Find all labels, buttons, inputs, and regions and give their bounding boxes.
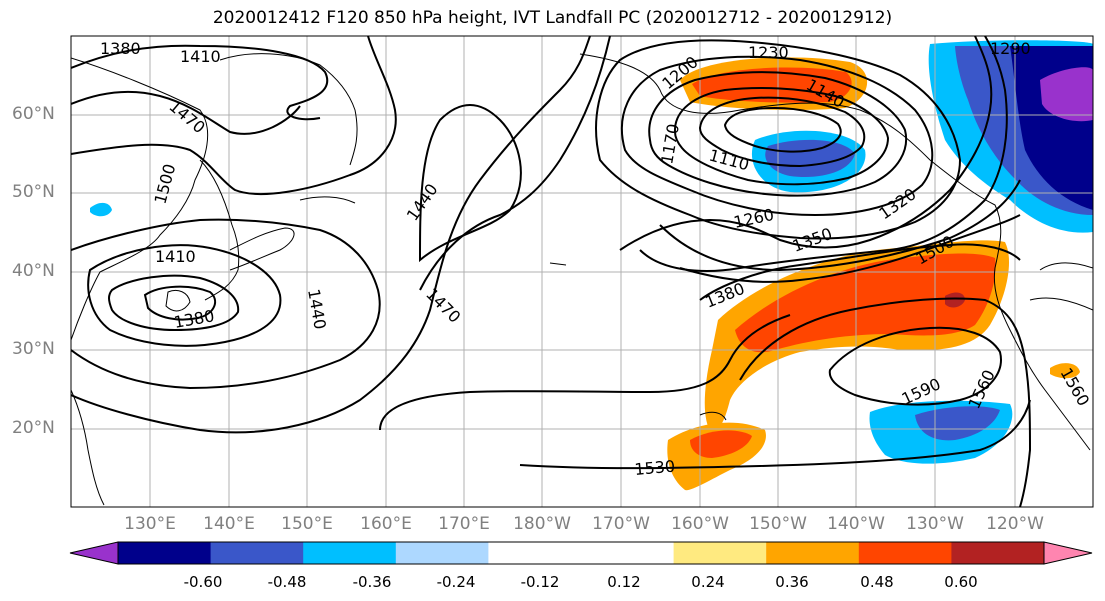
lat-label: 50°N: [12, 182, 55, 202]
colorbar: [69, 541, 1093, 565]
map-title: 2020012412 F120 850 hPa height, IVT Land…: [212, 8, 893, 28]
lon-label: 150°W: [749, 514, 807, 534]
contour-label: 1410: [155, 247, 196, 266]
colorbar-arrow-high: [1043, 541, 1093, 565]
colorbar-segment: [395, 542, 489, 564]
lon-label: 140°W: [827, 514, 885, 534]
contour-label: 1170: [657, 122, 683, 165]
colorbar-segment: [118, 542, 212, 564]
colorbar-tick-label: -0.60: [183, 573, 223, 591]
contour-label: 1350: [790, 224, 835, 256]
colorbar-segment: [210, 542, 304, 564]
lat-label: 30°N: [12, 339, 55, 359]
colorbar-tick-label: -0.48: [267, 573, 307, 591]
lon-label: 140°E: [203, 514, 255, 534]
colorbar-segment: [673, 542, 767, 564]
lat-label: 20°N: [12, 418, 55, 438]
lon-label: 170°E: [438, 514, 490, 534]
graticule: [71, 36, 1093, 507]
colorbar-tick-label: 0.24: [691, 573, 725, 591]
colorbar-tick-label: 0.12: [607, 573, 641, 591]
contour-label: 1290: [990, 39, 1031, 58]
colorbar-segment: [581, 542, 675, 564]
contour-label: 1320: [875, 184, 919, 223]
colorbar-tick-label: -0.12: [520, 573, 560, 591]
lat-label: 60°N: [12, 104, 55, 124]
lon-label: 160°W: [671, 514, 729, 534]
contour-label: 1110: [707, 146, 751, 175]
contour-label: 1230: [748, 43, 789, 62]
lon-label: 130°E: [124, 514, 176, 534]
contour-label: 1470: [165, 97, 208, 138]
lon-label: 120°W: [986, 514, 1044, 534]
map-frame: [70, 35, 1094, 508]
colorbar-tick-label: 0.60: [944, 573, 978, 591]
contour-label: 1500: [151, 162, 180, 206]
coastlines: [71, 53, 1093, 506]
colorbar-segment: [488, 542, 582, 564]
height-contours: [71, 36, 1032, 507]
lon-label: 160°E: [360, 514, 412, 534]
ivt-shading: [90, 40, 1093, 491]
colorbar-segment: [303, 542, 397, 564]
lat-label: 40°N: [12, 261, 55, 281]
colorbar-tick-label: -0.24: [436, 573, 476, 591]
colorbar-segment: [858, 542, 952, 564]
contour-label: 1260: [732, 205, 776, 232]
colorbar-tick-label: 0.48: [860, 573, 894, 591]
lon-label: 170°W: [592, 514, 650, 534]
lon-label: 150°E: [281, 514, 333, 534]
colorbar-tick-label: 0.36: [775, 573, 809, 591]
colorbar-arrow-low: [69, 541, 119, 565]
colorbar-tick-label: -0.36: [352, 573, 392, 591]
colorbar-border: [117, 541, 1045, 565]
colorbar-segment: [951, 542, 1045, 564]
contour-label: 1440: [403, 180, 442, 224]
lon-label: 180°W: [513, 514, 571, 534]
contour-label: 1530: [634, 457, 676, 479]
contour-label: 1380: [100, 39, 141, 58]
contour-label: 1470: [422, 284, 464, 326]
colorbar-segments: [118, 542, 1045, 564]
colorbar-segment: [766, 542, 860, 564]
contour-label: 1410: [180, 47, 221, 66]
lon-label: 130°W: [906, 514, 964, 534]
contour-label: 1440: [304, 287, 330, 330]
contour-label: 1560: [1057, 365, 1094, 410]
